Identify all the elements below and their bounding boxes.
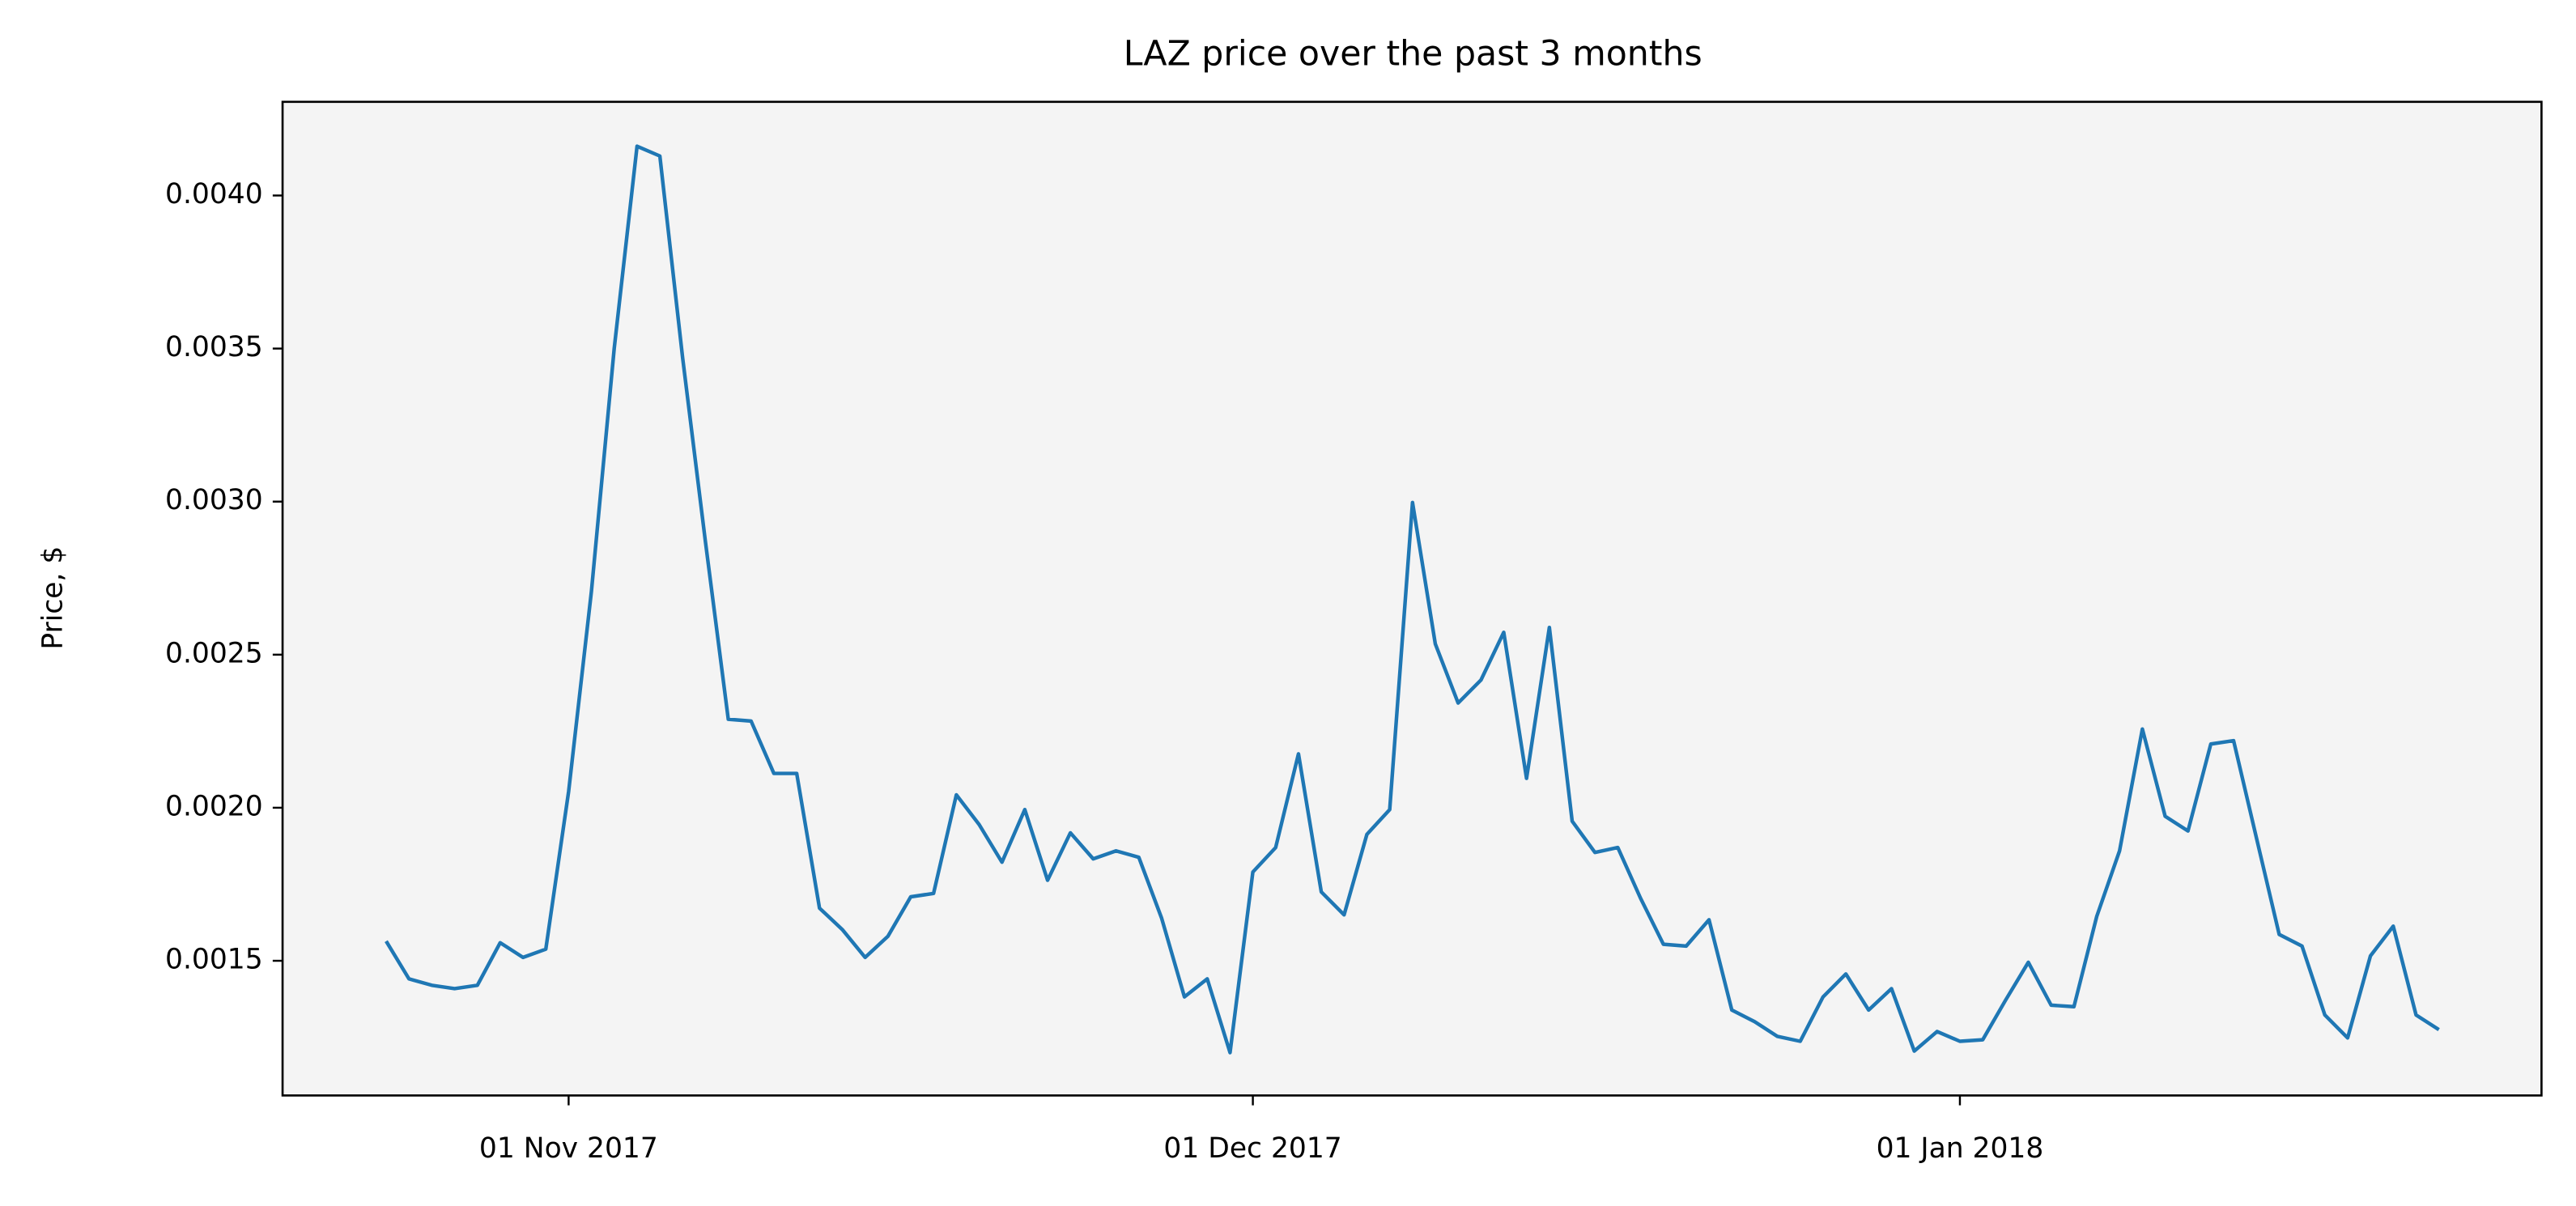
y-tick-label: 0.0035 xyxy=(165,331,263,363)
y-tick-label: 0.0040 xyxy=(165,178,263,210)
x-tick-label: 01 Jan 2018 xyxy=(1877,1132,2044,1165)
price-line xyxy=(385,144,2440,1055)
y-tick-label: 0.0025 xyxy=(165,637,263,669)
y-axis-label: Price, $ xyxy=(36,546,69,650)
y-tick-label: 0.0015 xyxy=(165,944,263,976)
y-tick-label: 0.0020 xyxy=(165,790,263,822)
plot-frame xyxy=(281,100,2543,1097)
y-tick-label: 0.0030 xyxy=(165,484,263,516)
plot-area xyxy=(283,101,2542,1096)
x-tick-label: 01 Nov 2017 xyxy=(479,1132,658,1165)
chart-title: LAZ price over the past 3 months xyxy=(1124,33,1702,74)
x-tick-label: 01 Dec 2017 xyxy=(1163,1132,1341,1165)
